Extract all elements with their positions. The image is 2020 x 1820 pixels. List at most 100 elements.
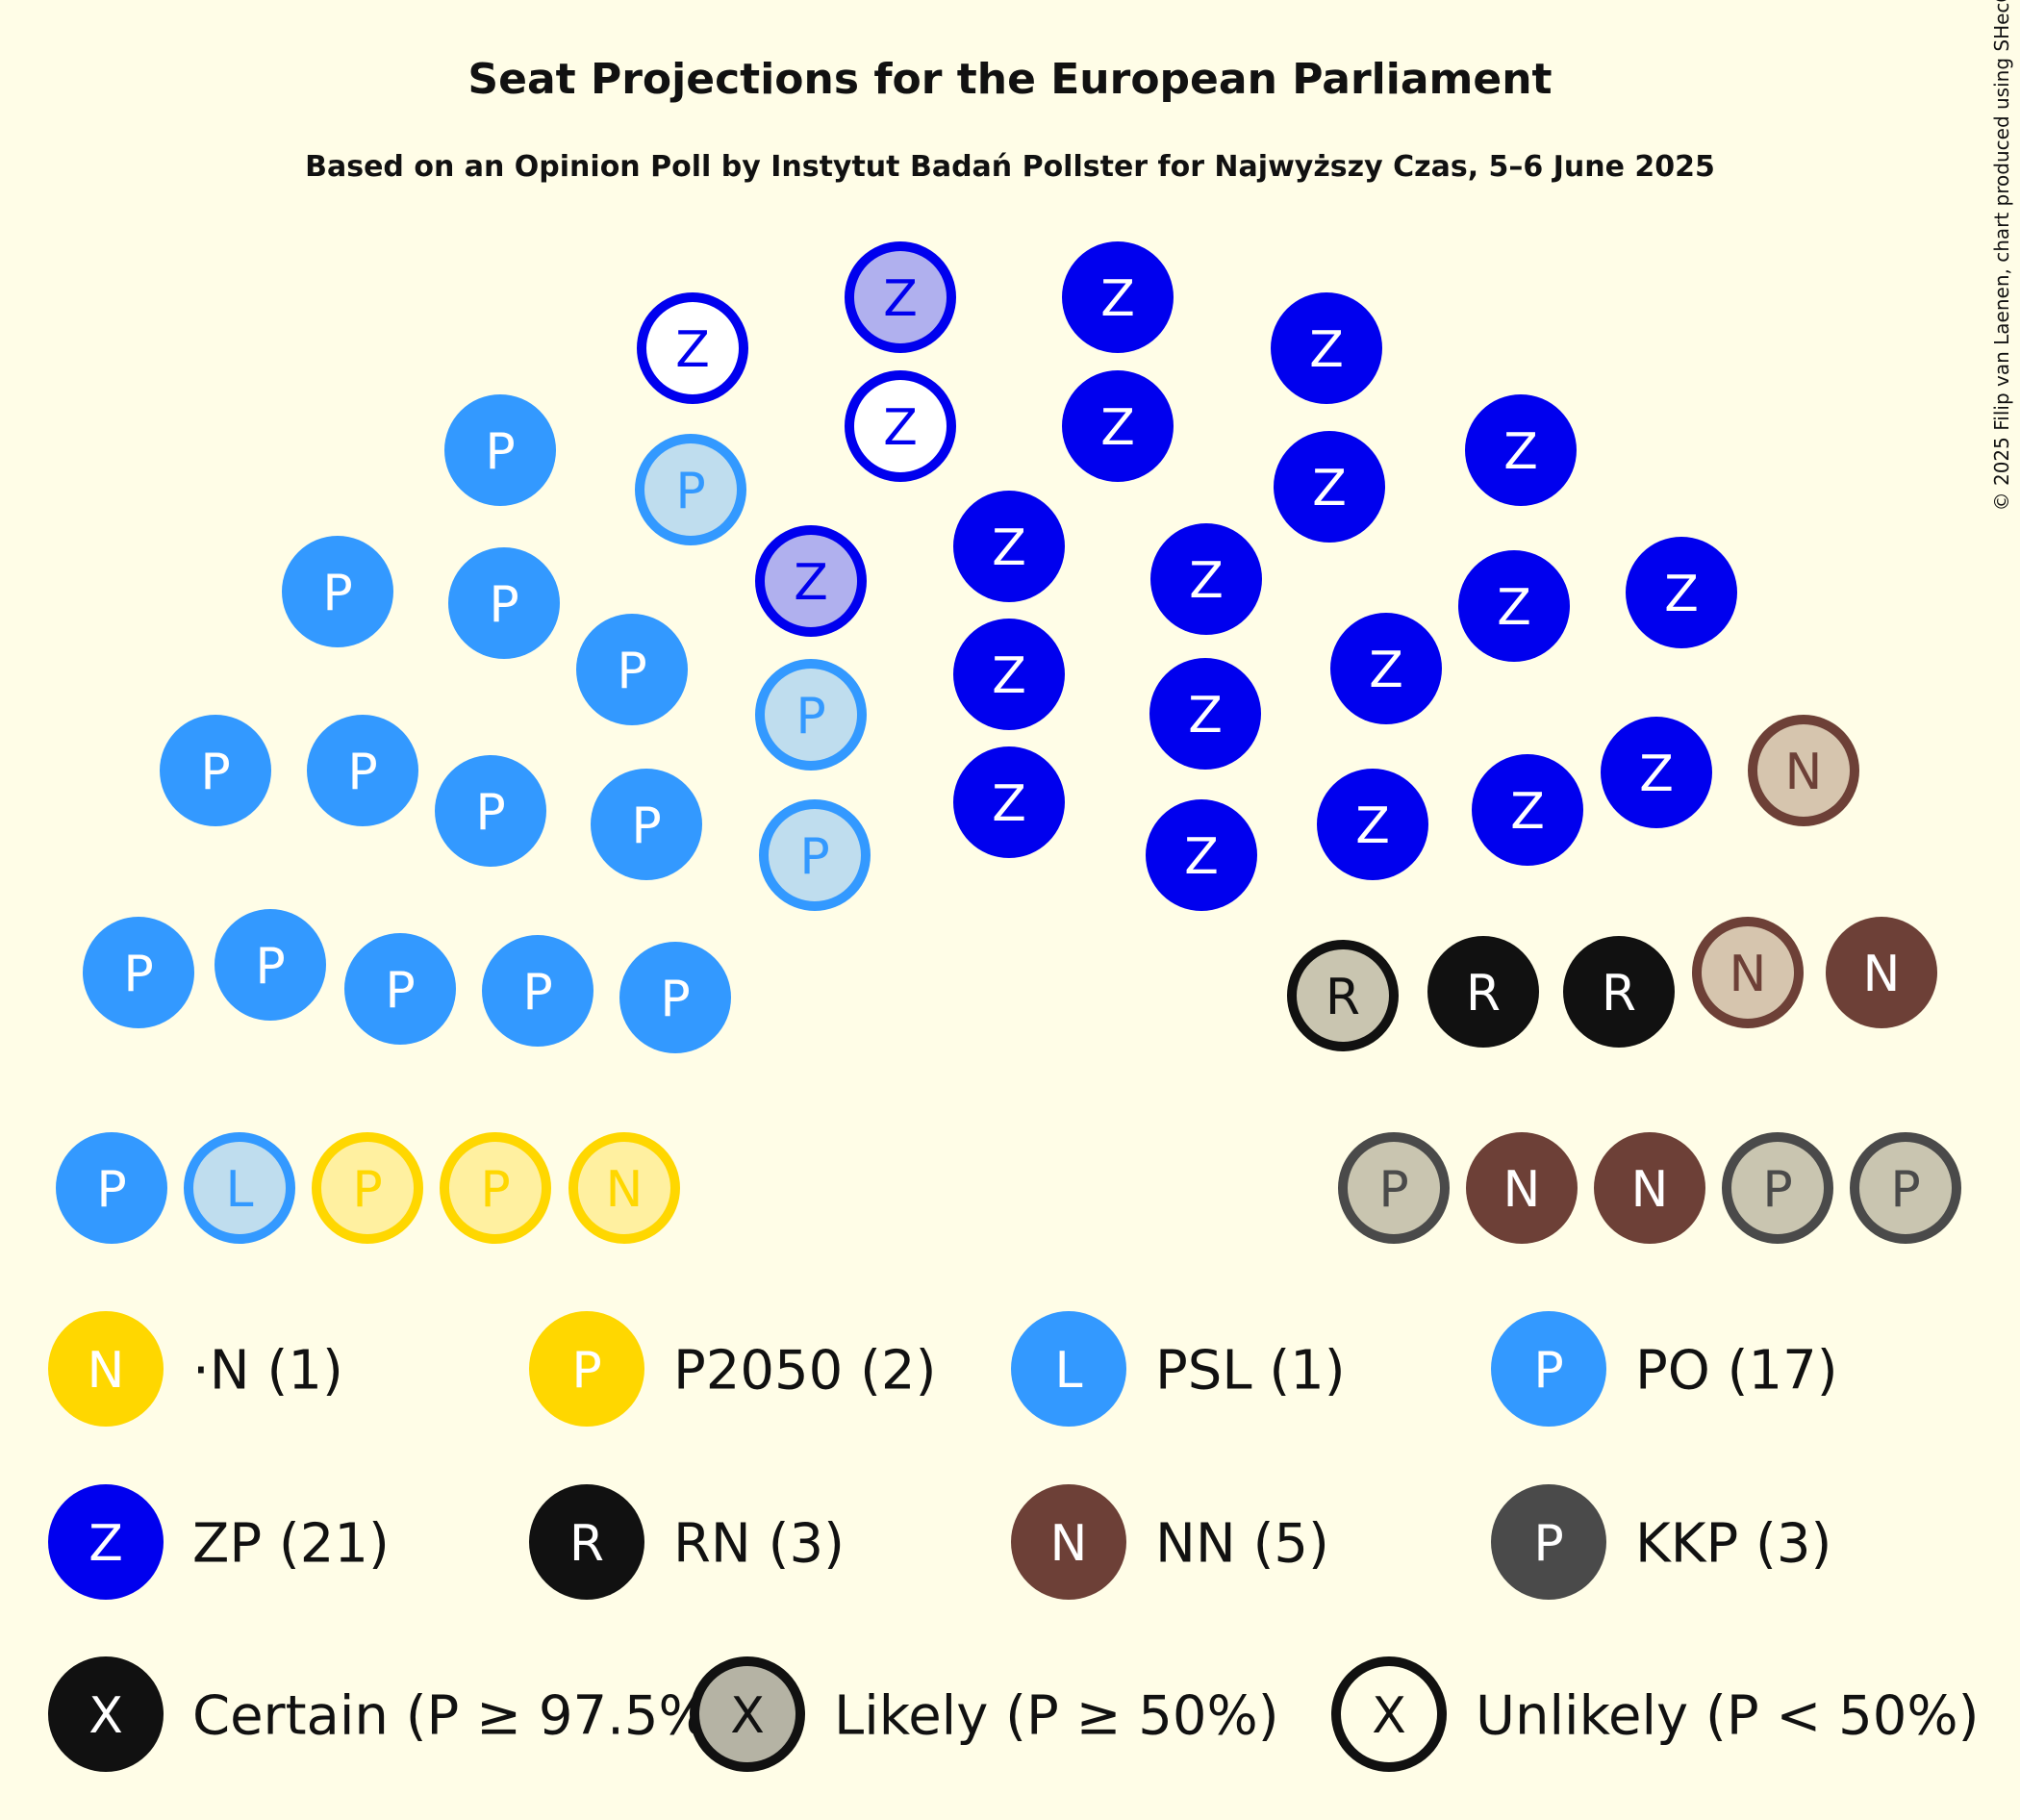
seat-circle — [619, 942, 731, 1053]
seat-circle — [1338, 1132, 1450, 1244]
seat-letter: P — [489, 576, 518, 634]
seat-letter: Z — [675, 321, 710, 379]
legend-label: PO (17) — [1635, 1340, 1838, 1403]
seat-letter: Z — [883, 270, 918, 328]
seat-letter: P — [631, 797, 661, 855]
seat-zp-3: Z — [1062, 370, 1174, 482]
seat-zp-6: Z — [953, 491, 1065, 602]
seat-letter: Z — [1309, 321, 1344, 379]
seat-rn-2: R — [1563, 936, 1675, 1048]
seat-zp-9: Z — [1458, 550, 1570, 662]
seat-zp-10: Z — [1330, 613, 1442, 724]
legend-label: PSL (1) — [1155, 1340, 1346, 1403]
seat-po-10: P — [215, 909, 326, 1021]
seat-circle — [576, 614, 688, 725]
seat-circle — [1748, 715, 1859, 826]
legend-label: ·N (1) — [192, 1340, 343, 1403]
certainty-swatch — [1331, 1656, 1447, 1772]
seat-circle — [448, 547, 560, 659]
certainty-label: Likely (P ≥ 50%) — [834, 1685, 1279, 1748]
seat-po-5: P — [160, 715, 271, 826]
legend-label: P2050 (2) — [673, 1340, 936, 1403]
seat-zp-1: Z — [1062, 241, 1174, 353]
seat-circle — [1465, 394, 1577, 506]
seat-letter: Z — [1189, 552, 1224, 610]
seat-p2050-1: P — [312, 1132, 423, 1244]
seat-circle — [953, 619, 1065, 730]
seat-nn-5: N — [1748, 715, 1859, 826]
legend-item-nn: N NN (5) — [1011, 1484, 1329, 1600]
seat-circle — [307, 715, 418, 826]
seat-letter: P — [352, 1161, 382, 1219]
seat-letter: Z — [1355, 797, 1390, 855]
seat-po-9: P — [83, 917, 194, 1028]
seat-letter: P — [660, 971, 690, 1028]
certainty-swatch — [690, 1656, 805, 1772]
seat-kkp-1: P — [1338, 1132, 1450, 1244]
seat-circle — [1149, 658, 1261, 770]
seat-letter: P — [485, 423, 515, 481]
certainty-item-unlikely: X Unlikely (P < 50%) — [1331, 1656, 1979, 1772]
seat-zp-18: Z — [845, 241, 956, 353]
seat-letter: N — [606, 1161, 644, 1219]
seat-po-4: P — [576, 614, 688, 725]
legend-item-po: P PO (17) — [1491, 1311, 1838, 1427]
seat-letter: P — [795, 688, 825, 746]
legend-item-kkp: P KKP (3) — [1491, 1484, 1831, 1600]
legend-swatch — [1491, 1484, 1606, 1600]
seat-zp-21: Z — [845, 370, 956, 482]
seat-nn-2: N — [1466, 1132, 1578, 1244]
seat-po-8: P — [591, 769, 702, 880]
seat-zp-4: Z — [1465, 394, 1577, 506]
seat-letter: Z — [1100, 399, 1135, 457]
chart-subtitle: Based on an Opinion Poll by Instytut Bad… — [305, 150, 1715, 184]
legend-item-n: N ·N (1) — [48, 1311, 343, 1427]
seat-circle — [1062, 241, 1174, 353]
seat-kkp-3: P — [1850, 1132, 1961, 1244]
seat-circle — [215, 909, 326, 1021]
seat-letter: N — [1631, 1161, 1669, 1219]
certainty-letter: X — [1372, 1687, 1406, 1745]
legend-item-p2050: P P2050 (2) — [529, 1311, 936, 1427]
seat-po-11: P — [344, 933, 456, 1045]
seat-letter: P — [322, 565, 352, 622]
seat-zp-15: Z — [953, 746, 1065, 858]
seat-circle — [1692, 917, 1804, 1028]
seat-po-16: P — [755, 659, 867, 771]
legend-letter: P — [1533, 1515, 1563, 1573]
certainty-item-likely: X Likely (P ≥ 50%) — [690, 1656, 1279, 1772]
seat-letter: N — [1503, 1161, 1541, 1219]
seat-letter: Z — [992, 519, 1026, 577]
seat-letter: P — [675, 463, 705, 520]
seat-circle — [953, 746, 1065, 858]
seat-zp-14: Z — [1317, 769, 1428, 880]
seat-po-2: P — [282, 536, 393, 647]
certainty-legend: X Certain (P ≥ 97.5%) X Likely (P ≥ 50%) X Un… — [48, 1656, 1979, 1772]
seat-circle — [83, 917, 194, 1028]
seat-grid: N P P L P P P P P P P P P P P P P P P P P Z Z Z Z Z Z Z Z Z Z Z Z Z Z Z Z Z Z Z… — [56, 241, 1961, 1244]
seat-letter: N — [1730, 946, 1767, 1003]
seat-circle — [755, 659, 867, 771]
seat-letter: P — [617, 643, 646, 700]
seat-letter: Z — [883, 399, 918, 457]
seat-circle — [1271, 292, 1382, 404]
seat-po-6: P — [307, 715, 418, 826]
legend-letter: N — [88, 1342, 125, 1400]
seat-letter: Z — [1510, 783, 1545, 841]
legend-letter: N — [1050, 1515, 1088, 1573]
seat-circle — [435, 755, 546, 867]
seat-letter: Z — [1369, 642, 1403, 699]
legend-item-zp: Z ZP (21) — [48, 1484, 390, 1600]
seat-letter: P — [522, 964, 552, 1022]
seat-nn-4: N — [1692, 917, 1804, 1028]
certainty-label: Certain (P ≥ 97.5%) — [192, 1685, 731, 1748]
seat-letter: P — [96, 1161, 126, 1219]
seat-letter: Z — [1664, 566, 1699, 623]
seat-letter: R — [1326, 969, 1360, 1026]
seat-letter: Z — [794, 554, 828, 612]
seat-po-3: P — [448, 547, 560, 659]
seat-letter: Z — [1184, 828, 1219, 886]
seat-n-1: N — [568, 1132, 680, 1244]
legend-label: RN (3) — [673, 1513, 845, 1576]
